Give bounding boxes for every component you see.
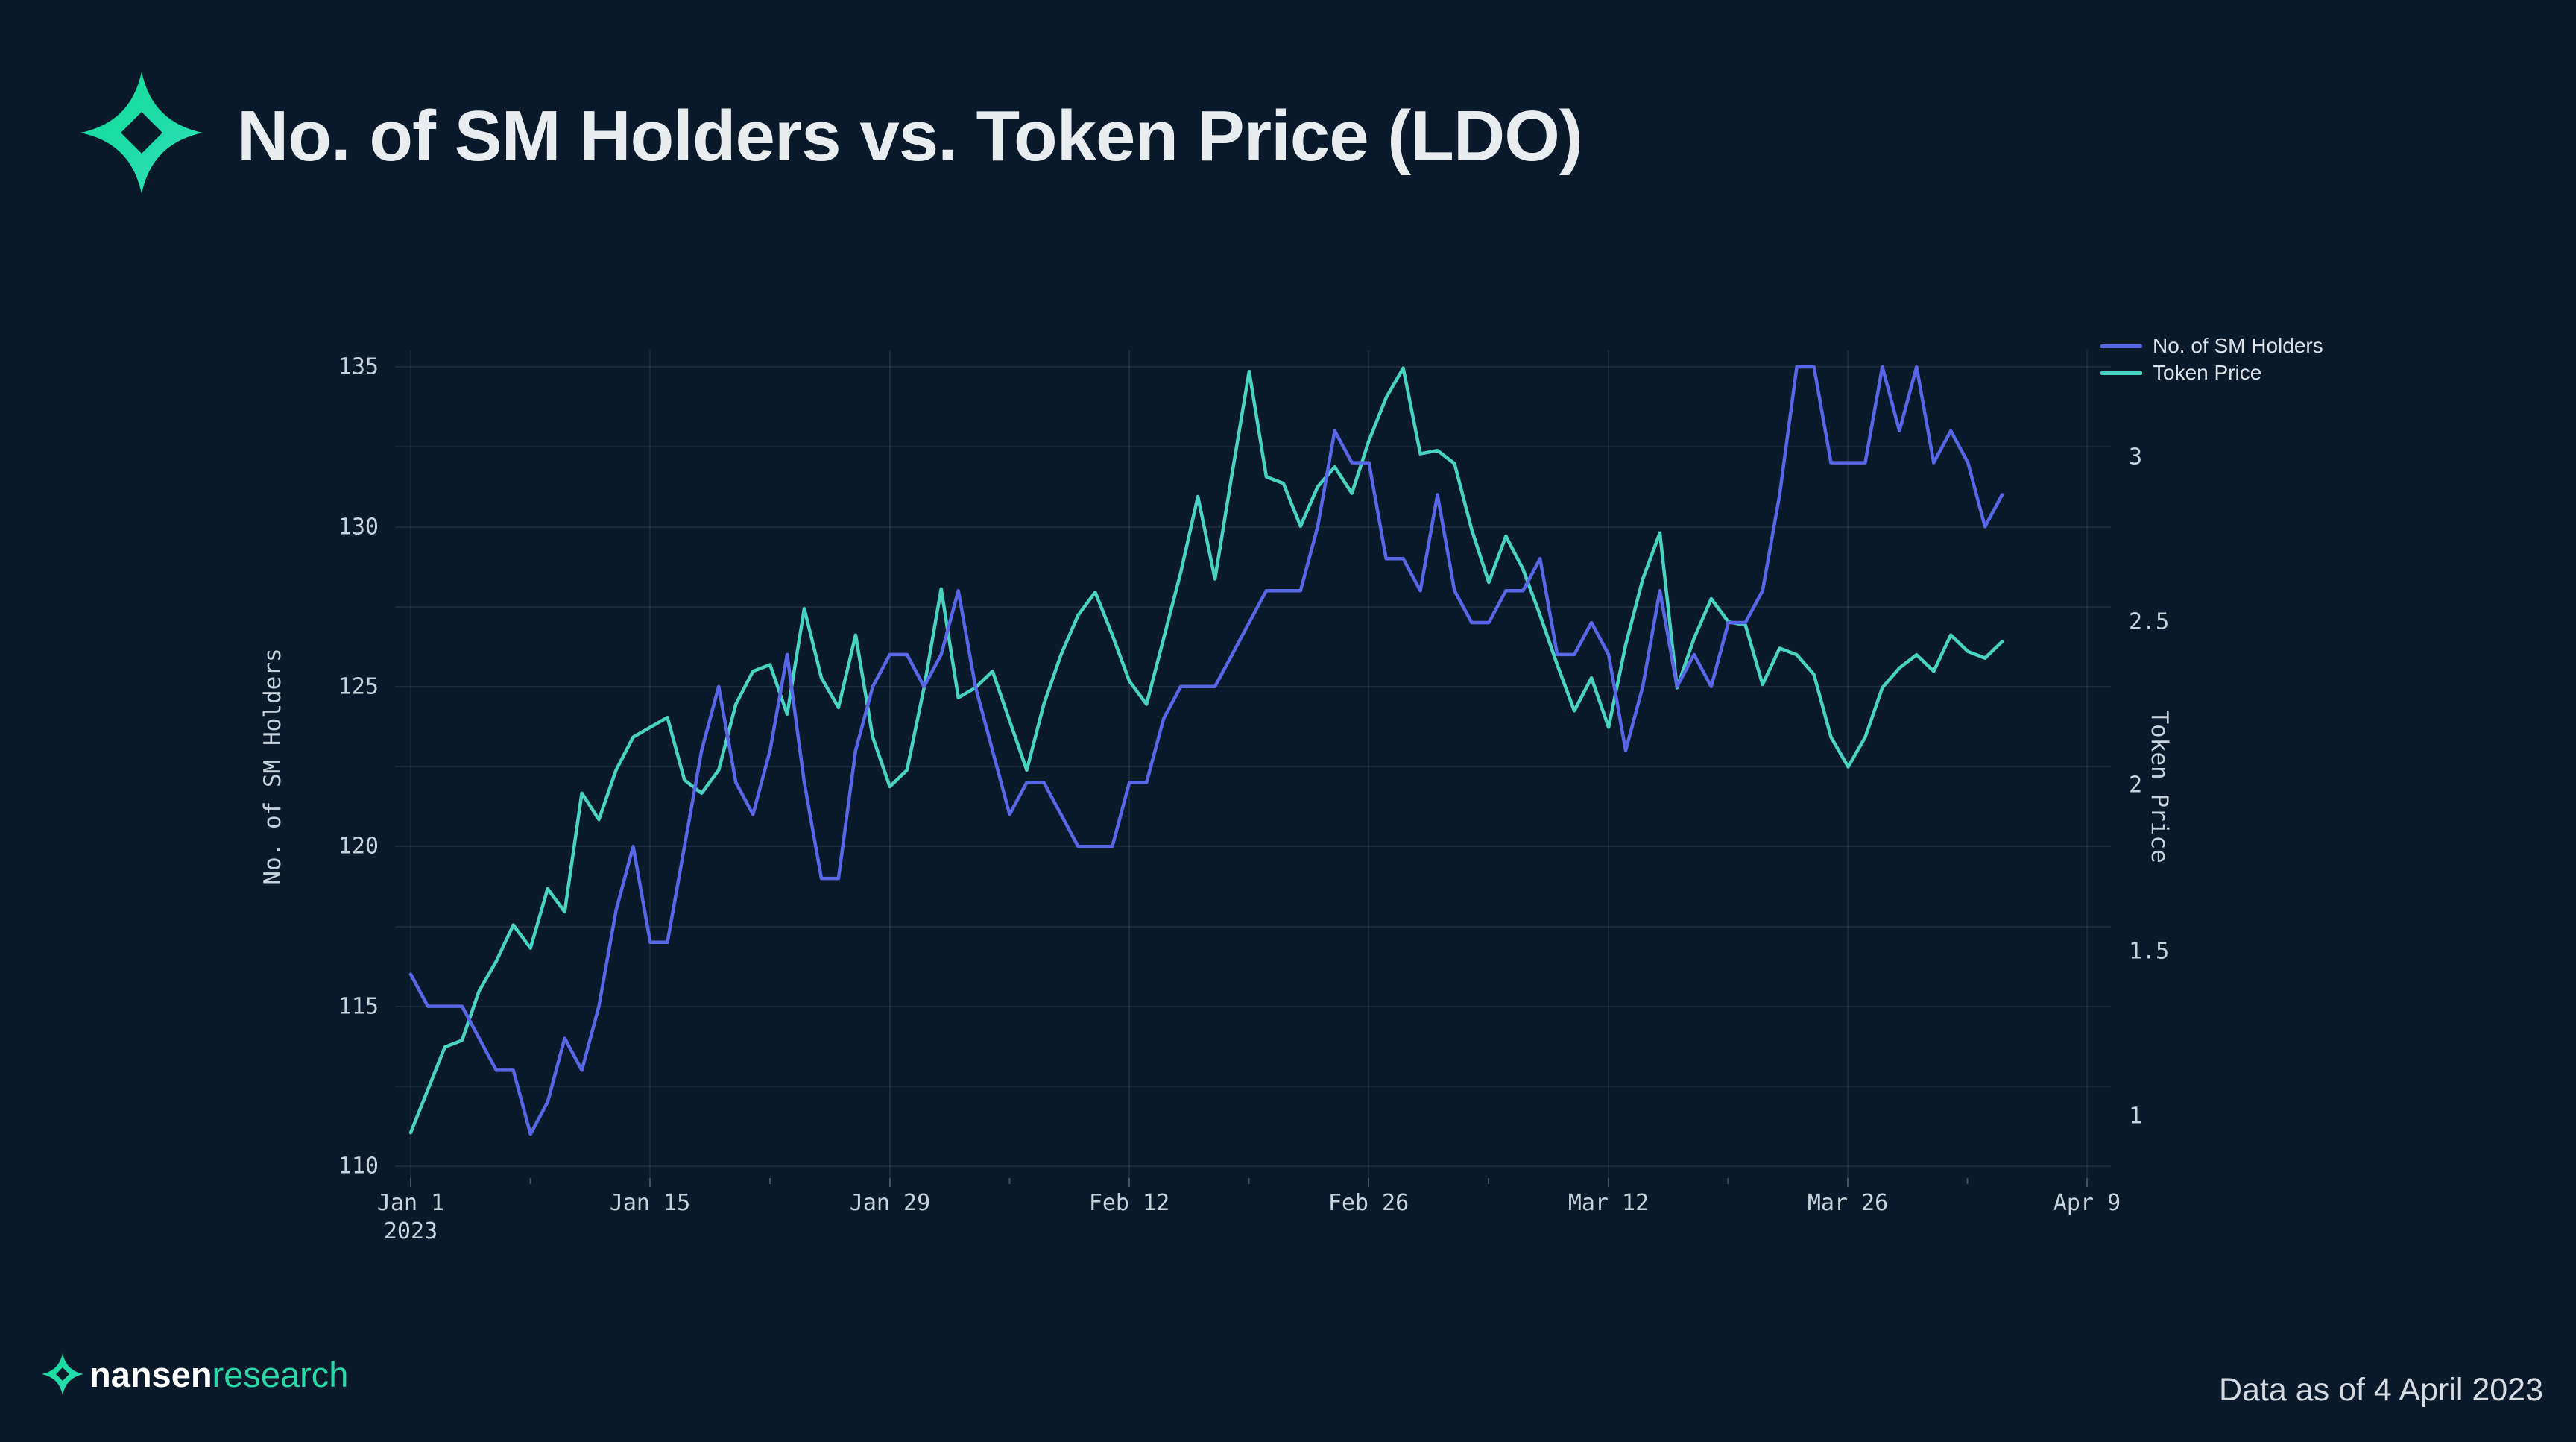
left-tick-125: 125 [338,673,379,700]
footer-brand: nansen research [42,1351,348,1397]
left-tick-135: 135 [338,353,379,380]
left-axis-title: No. of SM Holders [259,648,286,885]
brand-suffix: research [212,1354,349,1394]
left-tick-115: 115 [338,993,379,1020]
left-tick-120: 120 [338,833,379,860]
x-tick-mar-26: Mar 26 [1807,1190,1889,1216]
data-as-of-note: Data as of 4 April 2023 [2218,1372,2543,1408]
x-tick-jan-29: Jan 29 [849,1190,931,1216]
x-tick-apr-9: Apr 9 [2053,1190,2121,1216]
left-tick-130: 130 [338,514,379,541]
right-tick-2: 2 [2129,772,2143,799]
x-tick-jan-1: Jan 1 [376,1190,445,1216]
legend-label: Token Price [2153,361,2262,384]
x-tick-jan-15: Jan 15 [609,1190,691,1216]
legend-item-no-of-sm-holders[interactable]: No. of SM Holders [2100,334,2323,358]
right-tick-2.5: 2.5 [2129,608,2170,635]
gridlines [395,350,2111,1178]
legend-item-token-price[interactable]: Token Price [2100,361,2261,385]
brand-name: nansen [89,1354,212,1394]
nansen-star-icon [42,1353,83,1395]
legend-swatch-icon [2100,371,2142,375]
right-tick-3: 3 [2129,444,2143,470]
x-axis-tickmarks [410,1178,2088,1187]
nansen-logo-icon [80,72,203,194]
legend-label: No. of SM Holders [2153,334,2323,357]
right-tick-1: 1 [2129,1103,2143,1130]
right-axis-title: Token Price [2146,710,2173,863]
page-title: No. of SM Holders vs. Token Price (LDO) [237,96,1583,176]
legend-swatch-icon [2100,344,2142,348]
right-tick-1.5: 1.5 [2129,938,2170,965]
series-no-of-sm-holders [408,365,2004,1136]
x-axis-year-label: 2023 [383,1218,438,1244]
x-tick-mar-12: Mar 12 [1568,1190,1650,1216]
x-tick-feb-12: Feb 12 [1088,1190,1170,1216]
left-tick-110: 110 [338,1153,379,1180]
x-tick-feb-26: Feb 26 [1328,1190,1409,1216]
